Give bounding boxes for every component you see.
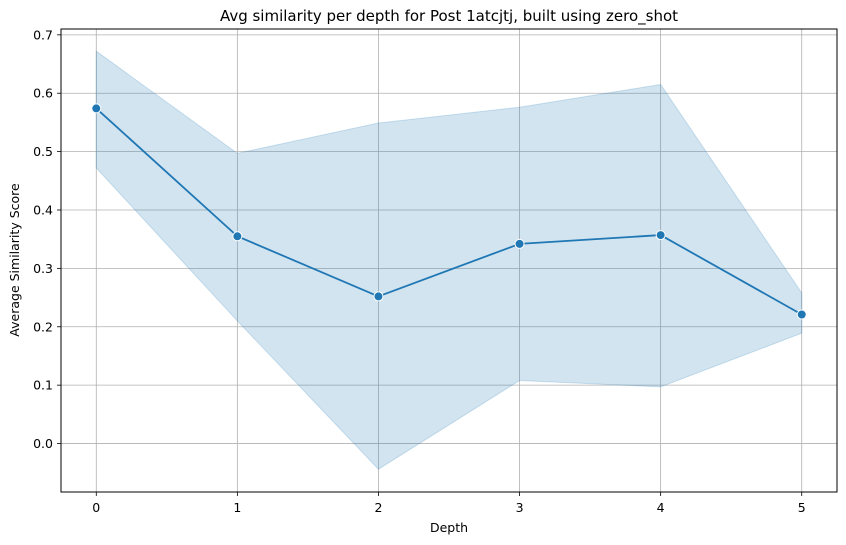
data-point bbox=[232, 231, 243, 242]
y-tick-label: 0.2 bbox=[33, 319, 53, 334]
confidence-band-layer bbox=[95, 50, 803, 470]
y-tick-label: 0.7 bbox=[33, 27, 53, 42]
x-tick-label: 3 bbox=[516, 500, 524, 515]
y-tick-label: 0.3 bbox=[33, 261, 53, 276]
y-tick-label: 0.4 bbox=[33, 202, 53, 217]
data-point bbox=[91, 103, 102, 114]
series-line bbox=[95, 107, 803, 316]
y-axis: 0.0 0.1 0.2 0.3 0.4 0.5 0.6 0.7 bbox=[33, 27, 61, 451]
x-tick-label: 5 bbox=[798, 500, 806, 515]
y-tick-label: 0.5 bbox=[33, 144, 53, 159]
y-tick-label: 0.6 bbox=[33, 86, 53, 101]
x-tick-label: 4 bbox=[657, 500, 665, 515]
data-point bbox=[373, 291, 384, 302]
x-axis: 0 1 2 3 4 5 bbox=[92, 492, 806, 515]
x-tick-label: 2 bbox=[374, 500, 382, 515]
data-point bbox=[514, 238, 525, 249]
x-tick-label: 1 bbox=[233, 500, 241, 515]
y-tick-label: 0.1 bbox=[33, 378, 53, 393]
y-tick-label: 0.0 bbox=[33, 436, 53, 451]
series-layer bbox=[91, 103, 807, 320]
data-point bbox=[655, 230, 666, 241]
y-axis-label: Average Similarity Score bbox=[7, 183, 22, 337]
chart-title: Avg similarity per depth for Post 1atcjt… bbox=[220, 7, 678, 26]
plot-frame bbox=[60, 28, 838, 493]
data-point bbox=[796, 309, 807, 320]
x-tick-label: 0 bbox=[92, 500, 100, 515]
grid bbox=[61, 29, 837, 492]
confidence-band bbox=[95, 50, 803, 470]
x-axis-label: Depth bbox=[430, 520, 468, 535]
